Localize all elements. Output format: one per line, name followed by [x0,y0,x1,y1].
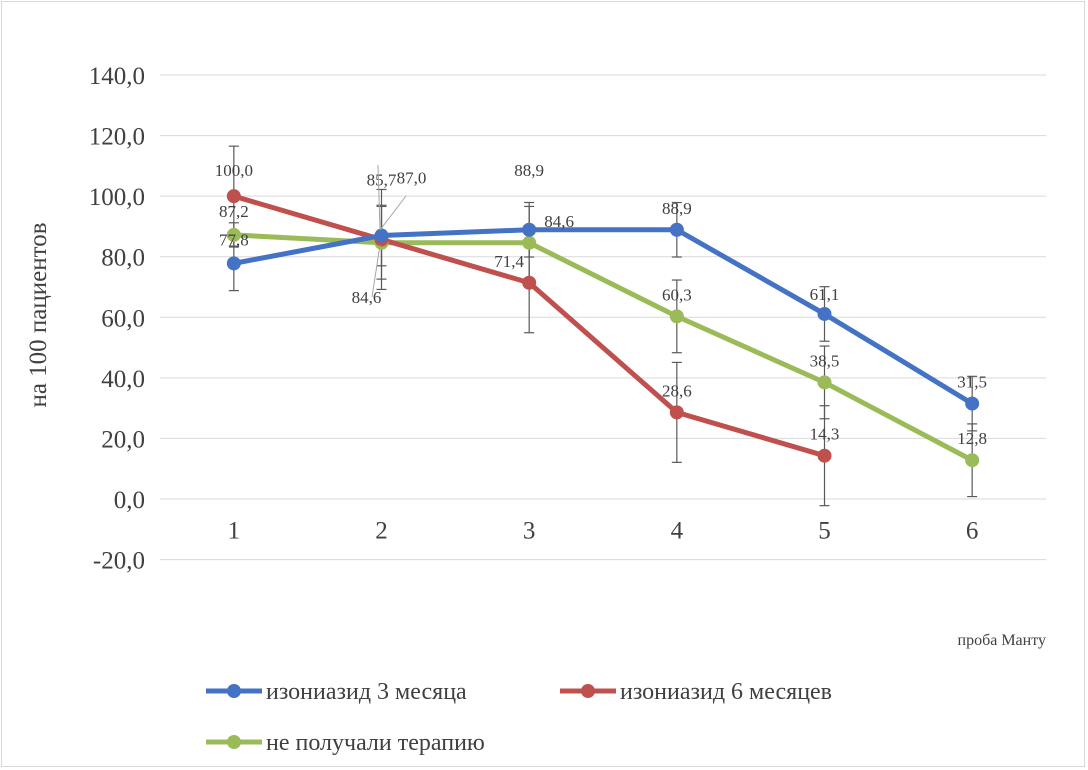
legend-swatch-marker [581,684,595,698]
series-markers [226,189,980,468]
data-labels: 77,8 87,0 88,9 88,9 61,1 31,5 100,0 85,7 71,4 28,… [215,161,987,448]
label-leader [371,244,381,298]
legend-label: не получали терапию [266,730,485,756]
y-tick-label: 120,0 [89,124,145,151]
data-label: 60,3 [662,285,692,304]
data-point [965,453,980,468]
data-point [669,405,684,420]
legend-label: изониазид 6 месяцев [620,679,832,705]
data-label: 31,5 [957,373,987,392]
legend: изониазид 3 месяца изониазид 6 месяцев не … [206,679,832,756]
y-tick-label: 20,0 [101,426,145,453]
data-point [817,375,832,390]
x-tick-label: 5 [818,517,831,544]
series-lines [231,193,975,463]
data-label: 71,4 [494,252,524,271]
x-tick-label: 4 [671,517,684,544]
x-axis-ticks: 1 2 3 4 5 6 [228,517,979,544]
data-point [669,309,684,324]
x-tick-label: 1 [228,517,241,544]
x-tick-label: 3 [523,517,536,544]
y-tick-label: 40,0 [101,366,145,393]
data-label: 88,9 [662,199,692,218]
data-label: 87,0 [397,169,427,188]
y-tick-label: 80,0 [101,245,145,272]
data-point [817,448,832,463]
data-label: 38,5 [810,351,840,370]
data-label: 85,7 [367,170,397,189]
data-label: 61,1 [810,285,840,304]
data-label: 77,8 [219,230,249,249]
legend-swatch-marker [227,735,241,749]
data-label: 28,6 [662,381,692,400]
data-point [965,396,980,411]
data-label: 12,8 [957,429,987,448]
y-tick-label: -20,0 [93,548,145,575]
data-point [226,256,241,271]
y-axis-title: на 100 пациентов [25,222,52,407]
x-tick-label: 2 [375,517,388,544]
error-bars [228,145,978,507]
y-tick-label: 60,0 [101,305,145,332]
data-label: 84,6 [544,212,574,231]
legend-swatch-marker [227,684,241,698]
label-leader [377,164,381,231]
series-line [231,227,975,407]
data-point [522,235,537,250]
data-label: 100,0 [215,161,253,180]
y-tick-label: 140,0 [89,63,145,90]
data-point [226,189,241,204]
data-label: 84,6 [352,288,382,307]
data-point [817,306,832,321]
y-tick-label: 100,0 [89,184,145,211]
x-tick-label: 6 [966,517,979,544]
data-point [669,222,684,237]
data-label: 14,3 [810,425,840,444]
data-label: 87,2 [219,202,249,221]
data-point [522,222,537,237]
data-point [374,228,389,243]
gridlines [160,74,1046,561]
y-tick-label: 0,0 [114,487,145,514]
data-point [226,227,241,242]
data-point [522,275,537,290]
legend-label: изониазид 3 месяца [266,679,467,705]
label-leader [379,195,407,231]
x-axis-title: проба Манту [958,632,1046,649]
y-axis-ticks: -20,0 0,0 20,0 40,0 60,0 80,0 100,0 120,0 140,0 [89,63,145,575]
data-label: 88,9 [514,161,544,180]
